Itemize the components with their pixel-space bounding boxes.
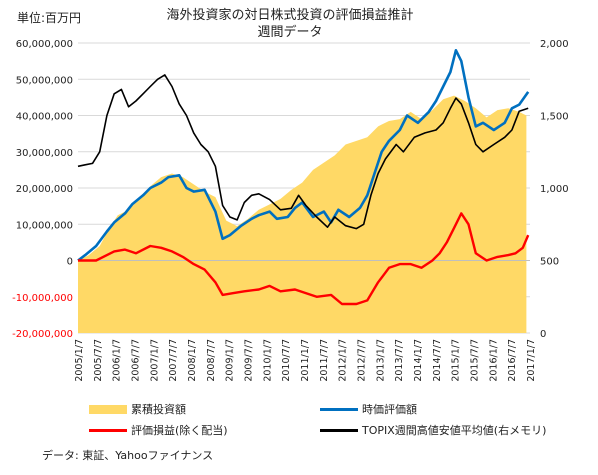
x-tick-label: 2008/1/7 [187, 339, 198, 382]
y-left-tick-label: -10,000,000 [12, 293, 73, 304]
chart-title-line1: 海外投資家の対日株式投資の評価損益推計 [166, 8, 414, 23]
x-tick-label: 2012/7/7 [357, 339, 368, 382]
y-right-tick-label: 1,500 [540, 112, 569, 123]
x-tick-label: 2013/1/7 [375, 339, 386, 382]
legend-market-value: 時価評価額 [320, 401, 417, 417]
y-right-tick-label: 0 [540, 329, 546, 340]
chart-title-line2: 週間データ [257, 25, 323, 40]
x-tick-label: 2011/7/7 [319, 339, 330, 382]
x-tick-label: 2013/7/7 [394, 339, 405, 382]
legend-pnl: 評価損益(除く配当) [89, 422, 228, 438]
x-tick-label: 2007/1/7 [149, 339, 160, 382]
x-tick-label: 2008/7/7 [206, 339, 217, 382]
unit-label: 単位:百万円 [17, 11, 82, 25]
legend-cumulative-label: 累積投資額 [131, 403, 186, 416]
y-left-tick-label: -20,000,000 [12, 329, 73, 340]
y-left-tick-label: 10,000,000 [16, 220, 73, 231]
x-tick-label: 2017/1/7 [526, 339, 537, 382]
x-tick-label: 2015/1/7 [451, 339, 462, 382]
x-tick-label: 2011/1/7 [300, 339, 311, 382]
legend-topix: TOPIX週間高値安値平均値(右メモリ) [320, 422, 546, 438]
chart-title: 海外投資家の対日株式投資の評価損益推計 週間データ [140, 7, 440, 41]
y-left-tick-label: 50,000,000 [16, 75, 73, 86]
x-tick-label: 2009/7/7 [244, 339, 255, 382]
x-tick-label: 2005/1/7 [74, 339, 85, 382]
series-topix-line [77, 74, 529, 230]
y-left-tick-label: 60,000,000 [16, 39, 73, 50]
legend-topix-label: TOPIX週間高値安値平均値(右メモリ) [362, 424, 547, 437]
y-left-tick-label: 40,000,000 [16, 112, 73, 123]
legend-market-value-label: 時価評価額 [362, 403, 417, 416]
x-tick-label: 2009/1/7 [225, 339, 236, 382]
x-tick-label: 2010/1/7 [262, 339, 273, 382]
y-left-tick-label: 30,000,000 [16, 148, 73, 159]
legend-cumulative-swatch [89, 404, 127, 414]
y-left-tick-label: 0 [67, 257, 73, 268]
series-market-value-line [77, 48, 530, 262]
y-right-tick-label: 2,000 [540, 39, 569, 50]
legend-cumulative: 累積投資額 [89, 401, 186, 417]
x-tick-label: 2014/7/7 [432, 339, 443, 382]
x-tick-label: 2007/7/7 [168, 339, 179, 382]
legend-market-value-swatch [320, 407, 358, 411]
y-left-tick-label: 20,000,000 [16, 184, 73, 195]
y-right-tick-label: 500 [540, 257, 559, 268]
source-note: データ: 東証、Yahooファイナンス [42, 449, 214, 462]
x-tick-label: 2016/1/7 [488, 339, 499, 382]
x-tick-label: 2010/7/7 [281, 339, 292, 382]
x-tick-label: 2006/7/7 [131, 339, 142, 382]
legend-pnl-swatch [89, 428, 127, 432]
x-tick-label: 2015/7/7 [470, 339, 481, 382]
series-pnl-line [78, 212, 530, 306]
legend-topix-swatch [320, 428, 358, 432]
x-tick-label: 2006/1/7 [112, 339, 123, 382]
legend-pnl-label: 評価損益(除く配当) [131, 424, 228, 437]
series-cumulative-area [78, 95, 527, 333]
x-tick-label: 2014/1/7 [413, 339, 424, 382]
x-tick-label: 2005/7/7 [93, 339, 104, 382]
y-right-tick-label: 1,000 [540, 184, 569, 195]
x-tick-label: 2012/1/7 [338, 339, 349, 382]
x-tick-label: 2016/7/7 [507, 339, 518, 382]
